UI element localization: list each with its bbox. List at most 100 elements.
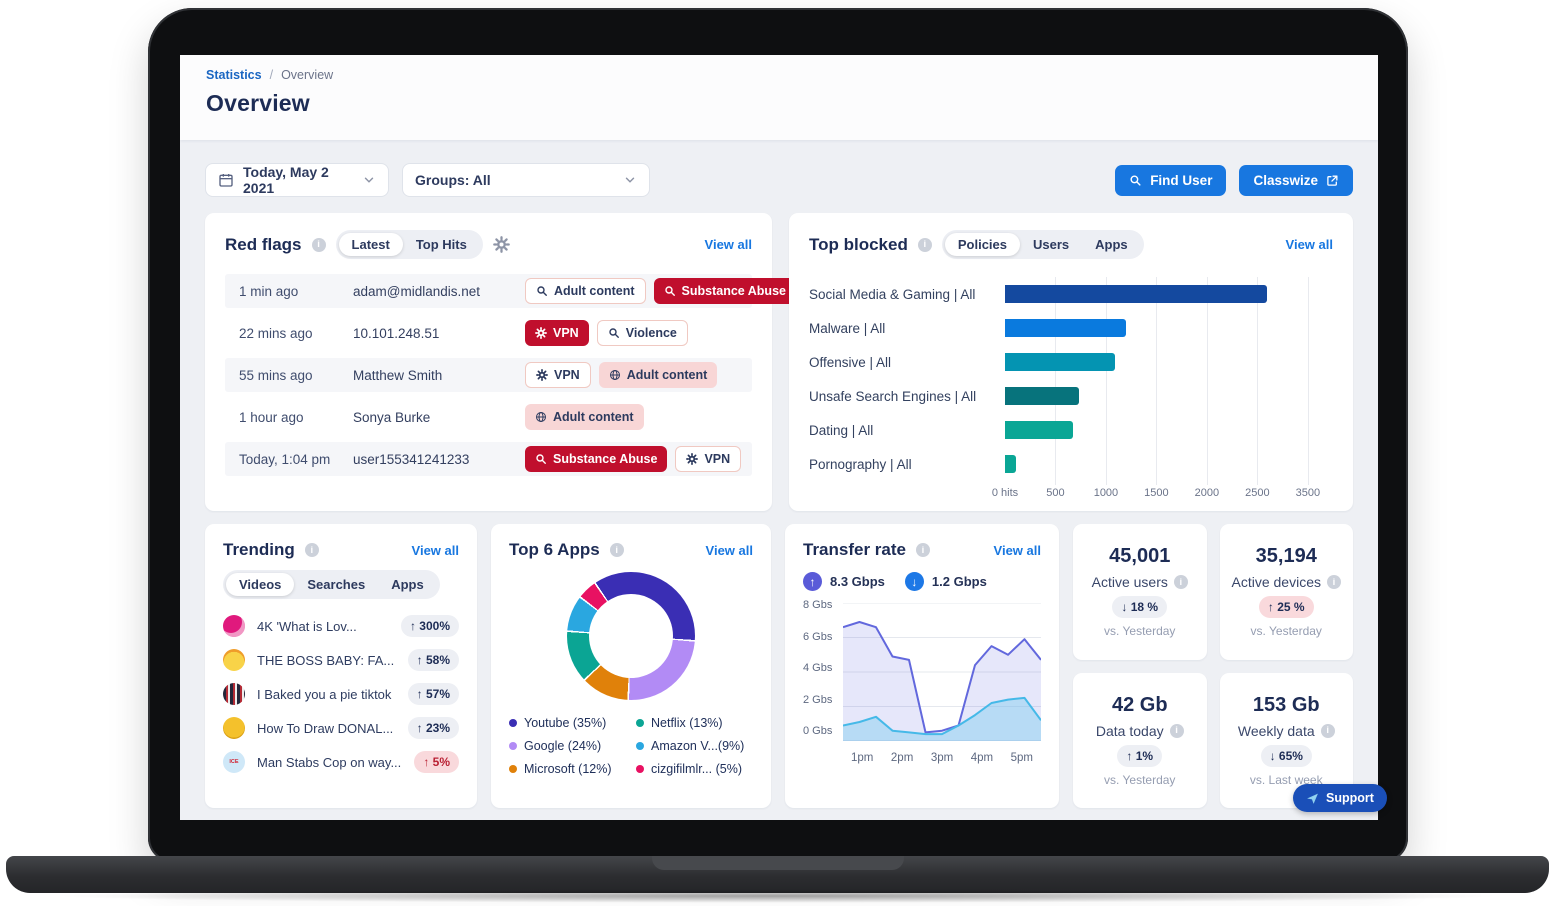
red-flag-tag[interactable]: Adult content [598,362,718,388]
info-icon[interactable]: i [917,237,932,252]
trending-change-badge: ↑ 5% [414,751,459,773]
red-flag-tag[interactable]: VPN [675,446,742,472]
groups-dropdown[interactable]: Groups: All [402,163,650,197]
toggle-option-apps[interactable]: Apps [1095,237,1128,252]
find-user-button[interactable]: Find User [1115,164,1227,196]
red-flag-tag[interactable]: VPN [525,362,591,388]
trending-item-name: I Baked you a pie tiktok [257,686,392,702]
video-thumbnail [223,683,245,705]
laptop-bezel: Statistics / Overview Overview Today, Ma… [148,8,1408,862]
red-flag-row: Today, 1:04 pm user155341241233 Substance … [225,442,752,476]
trending-view-all-link[interactable]: View all [411,542,459,558]
axis-tick-label: 500 [1046,487,1065,499]
top-apps-header: Top 6 Apps i View all [509,540,753,560]
red-flag-tag-label: Adult content [553,410,634,424]
classwize-button[interactable]: Classwize [1239,164,1353,196]
video-thumbnail [223,649,245,671]
video-thumbnail: ICE [223,751,245,773]
settings-gear-icon[interactable] [493,236,510,253]
legend-item: Netflix (13%) [636,716,753,730]
red-flag-user: 10.101.248.51 [353,325,440,341]
transfer-y-axis: 8 Gbs 6 Gbs 4 Gbs 2 Gbs 0 Gbs [803,599,843,741]
page-title: Overview [206,90,310,116]
toggle-option-apps[interactable]: Apps [391,577,424,592]
trending-item[interactable]: I Baked you a pie tiktok ↑ 57% [223,679,459,709]
stat-card-compare: vs. Yesterday [1250,624,1322,639]
info-icon[interactable]: i [1320,723,1335,738]
info-icon[interactable]: i [609,543,624,557]
top-apps-title: Top 6 Apps [509,540,600,559]
bar [1005,455,1017,473]
transfer-plot [842,602,1042,746]
bar-category-label: Unsafe Search Engines | All [809,388,977,404]
breadcrumb-statistics[interactable]: Statistics [206,68,262,82]
gear-icon [686,453,699,465]
trending-item-name: How To Draw DONAL... [257,720,394,736]
axis-tick-label: 1000 [1093,487,1119,499]
search-icon [1129,174,1142,187]
red-flag-tag[interactable]: Adult content [525,404,644,430]
donut-hole [589,594,673,678]
toggle-option-searches[interactable]: Searches [307,577,366,592]
transfer-rate-header: Transfer rate i View all [803,540,1041,560]
trending-item[interactable]: THE BOSS BABY: FA... ↑ 58% [223,645,459,675]
toggle-option-videos[interactable]: Videos [226,573,295,596]
trending-item[interactable]: How To Draw DONAL... ↑ 23% [223,713,459,743]
legend-label: Netflix (13%) [651,716,723,730]
bar-track [1005,277,1323,311]
transfer-rate-view-all-link[interactable]: View all [993,542,1041,558]
bar-row: Social Media & Gaming | All [809,277,1333,311]
legend-dot [636,742,644,750]
info-icon[interactable]: i [304,543,319,557]
toggle-option-latest[interactable]: Latest [338,233,403,256]
gear-icon [536,369,548,381]
breadcrumb: Statistics / Overview [206,68,1352,82]
red-flag-tag[interactable]: Substance Abuse [525,446,668,472]
breadcrumb-overview: Overview [281,68,334,82]
info-icon[interactable]: i [311,237,326,252]
red-flag-tag[interactable]: Violence [596,320,688,346]
upload-arrow-icon: ↑ [803,572,822,591]
toggle-option-users[interactable]: Users [1033,237,1070,252]
upload-rate-value: 8.3 Gbps [830,574,885,589]
red-flags-panel: Red flags i Latest Top Hits View all 1 mi… [205,213,796,511]
red-flag-row: 1 hour ago Sonya Burke Adult content [225,400,752,434]
support-button[interactable]: Support [1293,784,1387,812]
info-icon[interactable]: i [916,543,930,557]
red-flags-view-all-link[interactable]: View all [704,237,752,252]
top-blocked-view-all-link[interactable]: View all [1285,237,1333,252]
trending-item[interactable]: 4K 'What is Lov... ↑ 300% [223,611,459,641]
stat-card-change-badge: ↓ 18 % [1112,596,1168,619]
red-flag-time: 55 mins ago [239,367,313,383]
bar [1005,421,1073,439]
legend-item: Google (24%) [509,739,626,753]
toggle-option-top-hits[interactable]: Top Hits [415,237,467,252]
red-flag-tag[interactable]: Adult content [525,278,646,304]
top-apps-view-all-link[interactable]: View all [705,542,753,558]
top-blocked-title: Top blocked [809,234,908,254]
red-flag-tag[interactable]: VPN [525,320,589,346]
bar-row: Malware | All [809,311,1333,345]
trending-item-name: 4K 'What is Lov... [257,618,357,634]
red-flag-tag[interactable]: Substance Abuse [653,278,796,304]
external-link-icon [1326,174,1339,187]
stat-card-label: Data today i [1096,723,1184,739]
trending-change-badge: ↑ 58% [407,649,459,671]
trending-item[interactable]: ICE Man Stabs Cop on way... ↑ 5% [223,747,459,777]
groups-dropdown-label: Groups: All [415,172,491,188]
bar-track [1005,413,1323,447]
search-icon [608,327,620,339]
info-icon[interactable]: i [1169,723,1184,738]
info-icon[interactable]: i [1326,575,1341,590]
bar-track [1005,379,1323,413]
bar-category-label: Offensive | All [809,354,892,370]
axis-tick-label: 8 Gbs [803,599,833,611]
red-flag-tags: Adult content [525,404,644,430]
date-picker-button[interactable]: Today, May 2 2021 [205,163,389,197]
search-icon [664,285,676,297]
toggle-option-policies[interactable]: Policies [944,233,1020,256]
info-icon[interactable]: i [1173,575,1188,590]
bar [1005,353,1116,371]
top-blocked-header: Top blocked i Policies Users Apps View all [809,230,1333,259]
